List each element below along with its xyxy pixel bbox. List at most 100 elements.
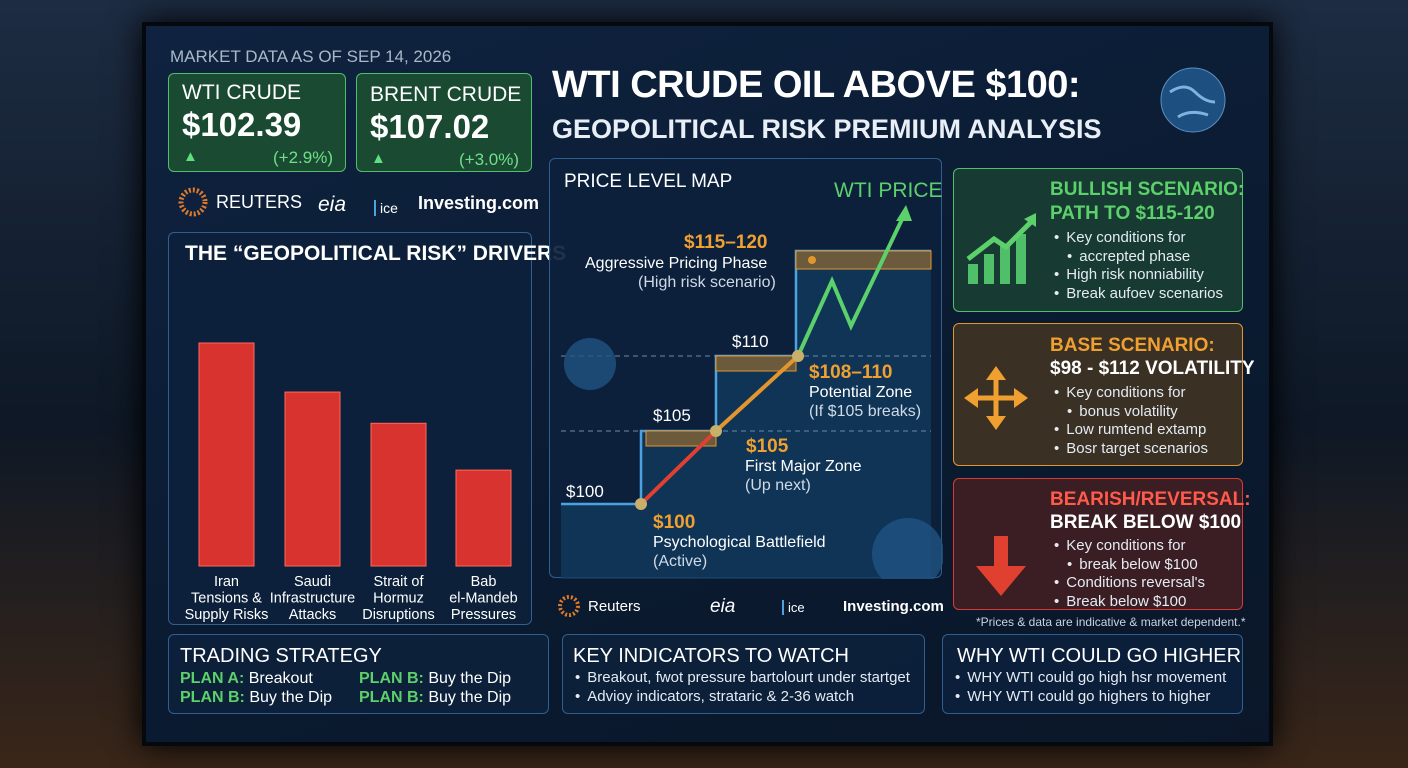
element — [968, 234, 1026, 284]
element — [558, 595, 580, 617]
element — [635, 498, 647, 510]
element — [564, 338, 616, 390]
element — [872, 518, 943, 579]
category-label: Saudi — [294, 574, 331, 590]
scenario-title: BREAK BELOW $100 — [1050, 512, 1242, 533]
scenario-card: BULLISH SCENARIO: PATH TO $115-120 Key c… — [953, 168, 1245, 312]
scenario-card: BASE SCENARIO: $98 - $112 VOLATILITY Key… — [953, 323, 1255, 466]
level-price: $105 — [746, 436, 789, 457]
level-name: Potential Zone — [809, 384, 913, 401]
category-label: el-Mandeb — [449, 591, 518, 607]
title: WTI CRUDE OIL ABOVE $100: — [552, 64, 1081, 106]
element — [966, 217, 1036, 261]
plan-label: PLAN B: — [359, 670, 424, 687]
bar — [455, 469, 512, 567]
why-higher: WHY WTI COULD GO HIGHER WHY WTI could go… — [942, 634, 1243, 714]
category-label: Pressures — [451, 607, 516, 623]
bullet-list: Key conditions forbonus volatilityLow ru… — [1054, 384, 1208, 458]
plan-text: Buy the Dip — [428, 689, 512, 706]
category-label: Iran — [214, 574, 239, 590]
category-label: Disruptions — [362, 607, 435, 623]
plan-text: Buy the Dip — [428, 670, 512, 687]
bullet: High risk nonniability — [1054, 266, 1223, 285]
bullet: Low rumtend extamp — [1054, 421, 1208, 440]
bar — [198, 342, 255, 567]
scenario-title: BASE SCENARIO: — [1050, 335, 1215, 356]
category-label: Attacks — [289, 607, 337, 623]
quote-price: $102.39 — [182, 106, 302, 143]
plan-text: Breakout — [248, 670, 313, 687]
quote-change: (+2.9%) — [273, 148, 333, 167]
element: PLAN B: Buy the Dip — [359, 689, 511, 707]
category-label: Strait of — [374, 574, 425, 590]
category-label: Supply Risks — [185, 607, 269, 623]
scenario-title: BULLISH SCENARIO: — [1050, 179, 1245, 200]
quote-card: WTI CRUDE $102.39 ▲ (+2.9%) — [168, 73, 346, 172]
element — [976, 378, 1016, 418]
element — [561, 269, 931, 579]
element — [976, 566, 1026, 596]
footnote: *Prices & data are indicative & market d… — [976, 615, 1246, 629]
level-price: $115–120 — [684, 232, 768, 253]
quote-name: WTI CRUDE — [182, 81, 301, 104]
element — [968, 264, 978, 284]
element — [994, 536, 1008, 568]
scenario-title: $98 - $112 VOLATILITY — [1050, 358, 1255, 379]
plan-label: PLAN B: — [359, 689, 424, 706]
source: Reuters — [588, 598, 641, 615]
level-note: (If $105 breaks) — [809, 403, 922, 420]
panel-title: KEY INDICATORS TO WATCH — [573, 645, 849, 667]
category-label: Hormuz — [373, 591, 424, 607]
element: PLAN B: Buy the Dip — [180, 689, 332, 707]
element: PLAN B: Buy the Dip — [359, 670, 511, 688]
bullet: bonus volatility — [1054, 403, 1208, 422]
line-label: WTI PRICE — [834, 179, 943, 202]
bullet: Key conditions for — [1054, 229, 1223, 248]
bullet: Key conditions for — [1054, 384, 1208, 403]
element — [796, 210, 908, 357]
element — [964, 366, 1028, 430]
reuters-logo — [178, 187, 208, 217]
panel-title: THE “GEOPOLITICAL RISK” DRIVERS — [185, 242, 567, 265]
scenario-title: BEARISH/REVERSAL: — [1050, 489, 1251, 510]
element — [714, 354, 800, 433]
bullet: WHY WTI could go highers to higher — [955, 688, 1226, 707]
quote-card: BRENT CRUDE $107.02 ▲ (+3.0%) — [356, 73, 532, 172]
globe-icon — [1160, 67, 1226, 133]
category-label: Bab — [471, 574, 497, 590]
plan-text: Buy the Dip — [249, 689, 333, 706]
quote-change: (+3.0%) — [459, 150, 519, 169]
level-note: (Active) — [653, 553, 708, 570]
bar — [284, 391, 341, 567]
panel-title: TRADING STRATEGY — [180, 645, 382, 667]
level-price: $108–110 — [809, 362, 893, 383]
bull-icon — [966, 213, 1036, 284]
down-arrow-icon — [976, 536, 1026, 596]
element — [1024, 213, 1036, 227]
bullet: Advioy indicators, strataric & 2-36 watc… — [575, 688, 910, 707]
axis-label: $110 — [732, 332, 769, 351]
category-label: Infrastructure — [270, 591, 355, 607]
element — [896, 205, 912, 221]
bullet-list: WHY WTI could go high hsr movementWHY WT… — [955, 669, 1226, 706]
bullet: accrepted phase — [1054, 248, 1223, 267]
plan-label: PLAN B: — [180, 689, 245, 706]
key-indicators: KEY INDICATORS TO WATCH Breakout, fwot p… — [562, 634, 925, 714]
bullet: Breakout, fwot pressure bartolourt under… — [575, 669, 910, 688]
bullet: Bosr target scenarios — [1054, 440, 1208, 459]
source: ice — [782, 600, 805, 615]
reuters-logo — [558, 595, 580, 617]
plan-label: PLAN A: — [180, 670, 245, 687]
scenario-card: BEARISH/REVERSAL: BREAK BELOW $100 Key c… — [953, 478, 1251, 611]
trading-strategy: TRADING STRATEGY PLAN A: Breakout PLAN B… — [168, 634, 549, 714]
bullet-list: Key conditions forbreak below $100Condit… — [1054, 537, 1205, 611]
bullet: Key conditions for — [1054, 537, 1205, 556]
category-label: Tensions & — [191, 591, 262, 607]
element — [1000, 244, 1010, 284]
element — [986, 366, 1006, 380]
price-map — [561, 205, 943, 579]
volatility-icon — [964, 366, 1028, 430]
element — [178, 187, 208, 217]
